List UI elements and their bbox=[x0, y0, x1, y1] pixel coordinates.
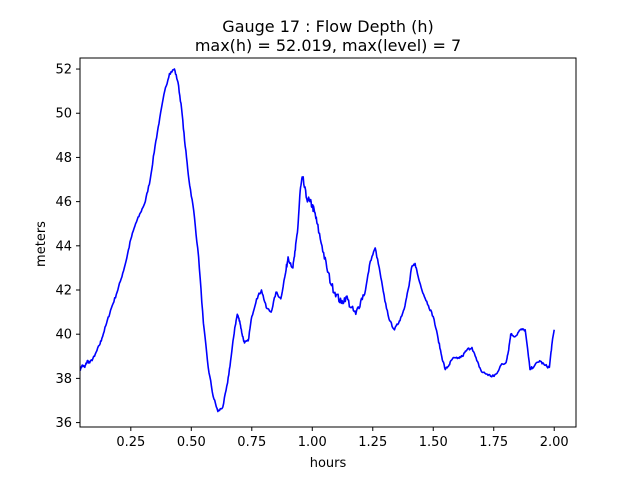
x-axis-label: hours bbox=[310, 456, 347, 471]
x-tick-label: 1.25 bbox=[358, 435, 387, 450]
plot-frame bbox=[79, 57, 577, 428]
y-tick-label: 46 bbox=[55, 195, 72, 210]
x-tick-label: 1.75 bbox=[479, 435, 508, 450]
y-tick-label: 38 bbox=[55, 372, 72, 387]
y-tick-label: 44 bbox=[55, 239, 72, 254]
y-tick-label: 50 bbox=[55, 107, 72, 122]
y-tick-label: 48 bbox=[55, 151, 72, 166]
x-tick-label: 0.75 bbox=[237, 435, 266, 450]
y-axis-ticks: 36 38 40 42 44 46 48 50 52 bbox=[55, 63, 80, 431]
y-tick-label: 42 bbox=[55, 284, 72, 299]
flow-depth-line bbox=[79, 68, 555, 413]
y-axis-label: meters bbox=[34, 221, 49, 267]
x-tick-label: 0.50 bbox=[177, 435, 206, 450]
y-tick-label: 52 bbox=[55, 63, 72, 78]
plot-area bbox=[79, 57, 577, 428]
x-tick-label: 1.50 bbox=[419, 435, 448, 450]
x-tick-label: 2.00 bbox=[540, 435, 569, 450]
chart-title: Gauge 17 : Flow Depth (h) bbox=[222, 17, 433, 36]
x-tick-label: 0.25 bbox=[116, 435, 145, 450]
y-tick-label: 40 bbox=[55, 328, 72, 343]
y-tick-label: 36 bbox=[55, 416, 72, 431]
x-axis-ticks: 0.25 0.50 0.75 1.00 1.25 1.50 1.75 2.00 bbox=[116, 427, 569, 450]
chart-subtitle: max(h) = 52.019, max(level) = 7 bbox=[195, 36, 461, 55]
x-tick-label: 1.00 bbox=[298, 435, 327, 450]
